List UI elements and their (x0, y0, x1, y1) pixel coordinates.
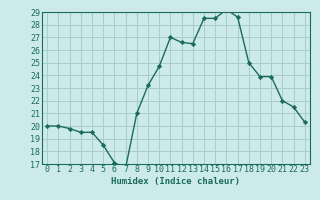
X-axis label: Humidex (Indice chaleur): Humidex (Indice chaleur) (111, 177, 241, 186)
